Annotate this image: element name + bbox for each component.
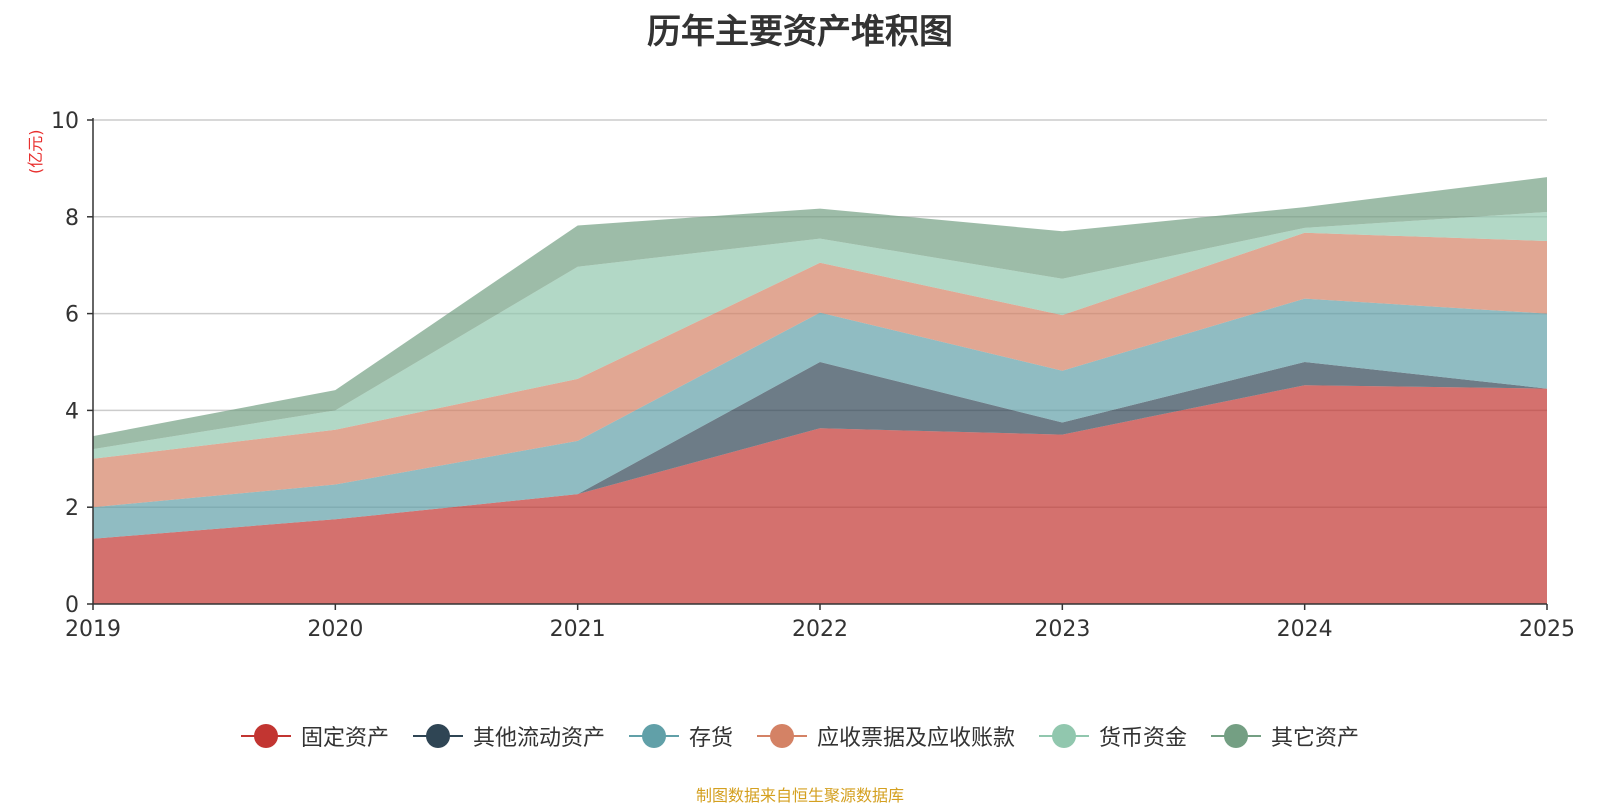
legend-item[interactable]: 应收票据及应收账款	[757, 720, 1015, 752]
legend-label: 应收票据及应收账款	[817, 726, 1016, 751]
legend-marker-icon	[1039, 723, 1090, 749]
y-tick-label: 8	[65, 206, 79, 231]
x-tick-label: 2024	[1277, 617, 1333, 642]
legend-marker-icon	[240, 723, 291, 749]
y-tick-label: 10	[51, 109, 79, 134]
legend-item[interactable]: 固定资产	[240, 720, 389, 752]
y-tick-label: 4	[65, 399, 79, 424]
x-tick-label: 2025	[1519, 617, 1575, 642]
legend-item[interactable]: 货币资金	[1039, 720, 1187, 752]
axes: 0 2 4 6 8 10 2019 2020 2021 2022 2023 2024 2025	[51, 109, 1575, 642]
x-tick-label: 2019	[65, 617, 121, 642]
legend-label: 存货	[688, 726, 733, 751]
stacked-area-chart: 0 2 4 6 8 10 2019 2020 2021 2022 2023 2024 2025	[51, 109, 1575, 642]
legend-label: 其他流动资产	[472, 726, 605, 751]
legend-item[interactable]: 其它资产	[1211, 720, 1359, 752]
legend-label: 固定资产	[300, 726, 389, 751]
x-tick-label: 2020	[307, 617, 363, 642]
legend-item[interactable]: 存货	[628, 720, 733, 752]
legend-label: 其它资产	[1271, 726, 1360, 751]
area-series-4	[93, 212, 1547, 459]
area-series-3	[93, 232, 1547, 508]
legend: 固定资产 其他流动资产 存货 应收票据及应收账款 货币资金 其它资产	[0, 720, 1600, 752]
legend-marker-icon	[757, 723, 807, 749]
area-series	[93, 177, 1547, 604]
y-tick-label: 6	[65, 303, 79, 328]
area-series-0	[93, 385, 1547, 604]
x-tick-label: 2023	[1034, 617, 1090, 642]
legend-item[interactable]: 其他流动资产	[412, 720, 605, 752]
legend-label: 货币资金	[1099, 726, 1188, 751]
x-tick-label: 2022	[792, 617, 848, 642]
area-series-2	[93, 298, 1547, 539]
area-series-5	[93, 177, 1547, 450]
source-note: 制图数据来自恒生聚源数据库	[695, 786, 904, 805]
legend-marker-icon	[412, 723, 463, 749]
chart-title: 历年主要资产堆积图	[647, 12, 953, 52]
legend-marker-icon	[628, 723, 679, 749]
legend-marker-icon	[1211, 723, 1262, 749]
y-tick-label: 2	[65, 496, 79, 521]
x-tick-label: 2021	[550, 617, 606, 642]
y-tick-label: 0	[65, 593, 79, 618]
area-series-1	[93, 362, 1547, 539]
